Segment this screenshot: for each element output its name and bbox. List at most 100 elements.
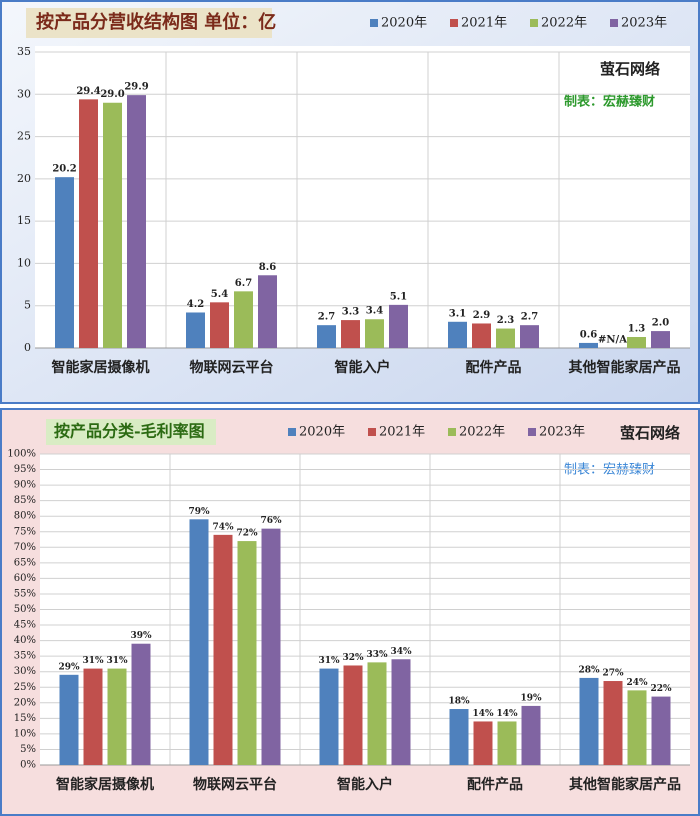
bar — [448, 321, 467, 348]
bar — [103, 102, 122, 348]
value-label: 2.0 — [652, 318, 669, 329]
legend-label: 2021年 — [461, 16, 507, 31]
value-label: 24% — [626, 678, 648, 688]
value-label: 22% — [650, 684, 672, 694]
bar — [365, 319, 384, 348]
legend-label: 2021年 — [379, 425, 425, 440]
bar — [258, 275, 277, 348]
annotation: 制表：宏赫臻财 — [564, 94, 655, 110]
y-tick-label: 55% — [14, 588, 36, 599]
legend-label: 2022年 — [541, 16, 587, 31]
bar — [83, 668, 103, 765]
chart-title: 按产品分类-毛利率图 — [54, 422, 205, 441]
x-tick-label: 其他智能家居产品 — [569, 359, 681, 376]
y-tick-label: 25 — [17, 130, 31, 143]
bar — [341, 320, 360, 348]
bar — [496, 328, 515, 348]
y-tick-label: 20% — [14, 697, 36, 708]
chart-title: 按产品分营收结构图 单位：亿 — [36, 11, 276, 33]
bar — [210, 302, 229, 348]
y-tick-label: 70% — [14, 542, 36, 553]
y-tick-label: 0% — [20, 760, 36, 771]
value-label: #N/A — [598, 335, 627, 346]
value-label: 27% — [602, 669, 624, 679]
legend-swatch — [368, 428, 376, 436]
legend-swatch — [370, 19, 378, 27]
bar — [59, 674, 79, 765]
bar — [55, 177, 74, 348]
legend-swatch — [450, 19, 458, 27]
legend-swatch — [610, 19, 618, 27]
value-label: 1.3 — [628, 324, 645, 335]
bar — [367, 662, 387, 765]
legend-label: 2023年 — [539, 425, 585, 440]
y-tick-label: 75% — [14, 526, 36, 537]
bar — [261, 528, 281, 765]
bar — [389, 304, 408, 348]
value-label: 28% — [578, 665, 600, 675]
value-label: 31% — [82, 656, 104, 666]
value-label: 5.1 — [390, 291, 407, 302]
bar — [189, 519, 209, 765]
bar — [391, 659, 411, 765]
value-label: 5.4 — [211, 289, 228, 300]
value-label: 33% — [366, 650, 388, 660]
y-tick-label: 5 — [24, 299, 31, 312]
bar — [127, 95, 146, 348]
legend-swatch — [448, 428, 456, 436]
annotation: 萤石网络 — [620, 424, 680, 442]
x-tick-label: 配件产品 — [466, 359, 522, 376]
bar — [234, 291, 253, 348]
bar — [107, 668, 127, 765]
y-tick-label: 30 — [17, 87, 31, 100]
legend-swatch — [530, 19, 538, 27]
value-label: 31% — [318, 656, 340, 666]
y-tick-label: 85% — [14, 495, 36, 506]
bar — [627, 337, 646, 348]
value-label: 32% — [342, 653, 364, 663]
value-label: 79% — [188, 507, 210, 517]
value-label: 29.0 — [100, 89, 124, 100]
y-tick-label: 90% — [14, 480, 36, 491]
value-label: 6.7 — [235, 278, 252, 289]
bar — [651, 331, 670, 348]
legend-swatch — [528, 428, 536, 436]
value-label: 14% — [496, 709, 518, 719]
bar — [579, 342, 598, 348]
x-tick-label: 其他智能家居产品 — [569, 776, 681, 793]
bar — [449, 709, 469, 765]
value-label: 8.6 — [259, 262, 276, 273]
y-tick-label: 15% — [14, 713, 36, 724]
value-label: 4.2 — [187, 299, 204, 310]
bar — [79, 99, 98, 348]
bar — [651, 696, 671, 765]
value-label: 3.1 — [449, 308, 466, 319]
legend-label: 2022年 — [459, 425, 505, 440]
y-tick-label: 80% — [14, 511, 36, 522]
y-tick-label: 15 — [17, 214, 31, 227]
x-tick-label: 物联网云平台 — [193, 776, 277, 793]
value-label: 31% — [106, 656, 128, 666]
value-label: 3.3 — [342, 307, 359, 318]
title-box-2 — [46, 419, 216, 445]
x-tick-label: 配件产品 — [467, 776, 523, 793]
value-label: 0.6 — [580, 329, 597, 340]
bar — [317, 325, 336, 348]
y-tick-label: 50% — [14, 604, 36, 615]
bar — [627, 690, 647, 765]
y-tick-label: 40% — [14, 635, 36, 646]
bar — [603, 681, 623, 765]
value-label: 3.4 — [366, 306, 383, 317]
y-tick-label: 0 — [24, 341, 31, 354]
value-label: 2.3 — [497, 315, 514, 326]
y-tick-label: 45% — [14, 620, 36, 631]
x-tick-label: 智能家居摄像机 — [51, 359, 150, 376]
value-label: 18% — [448, 697, 470, 707]
value-label: 19% — [520, 693, 542, 703]
legend-swatch — [288, 428, 296, 436]
bar — [237, 541, 257, 765]
legend-label: 2023年 — [621, 16, 667, 31]
y-tick-label: 10% — [14, 728, 36, 739]
